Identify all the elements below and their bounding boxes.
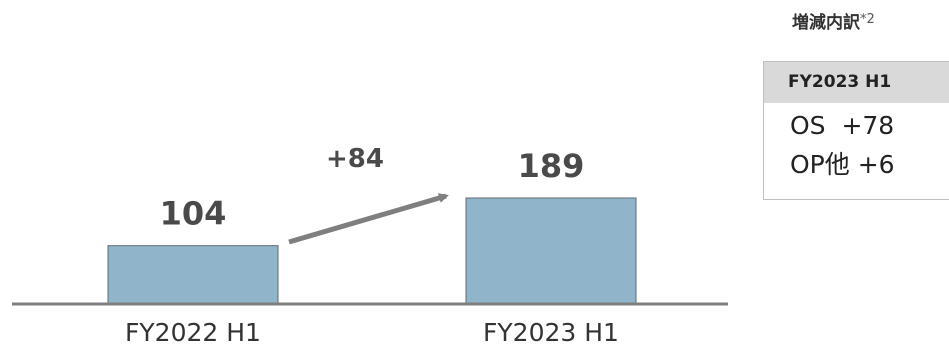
change-arrow (288, 193, 449, 245)
bars-layer: 104 FY2022 H1 189 FY2023 H1 (107, 147, 637, 347)
breakdown-row-op-other: OP他 +6 (764, 142, 949, 187)
breakdown-row-os: OS +78 (764, 103, 949, 148)
bar-value-label: 104 (160, 195, 227, 233)
breakdown-row-label: OP他 (790, 150, 850, 179)
breakdown-title: 増減内訳*2 (792, 8, 875, 33)
category-label: FY2022 H1 (125, 318, 261, 347)
bar-fy2022-h1 (107, 245, 279, 305)
bar-value-label: 189 (518, 147, 585, 185)
bar-fy2023-h1 (465, 197, 637, 305)
footnote-mark: *2 (860, 12, 875, 27)
breakdown-title-text: 増減内訳 (792, 13, 860, 33)
change-label: +84 (326, 144, 384, 174)
breakdown-row-label: OS (790, 111, 826, 140)
breakdown-period-header: FY2023 H1 (764, 62, 949, 103)
breakdown-row-value: +6 (857, 150, 895, 179)
breakdown-table: FY2023 H1 OS +78 OP他 +6 (763, 61, 949, 200)
breakdown-row-value: +78 (841, 111, 895, 140)
category-label: FY2023 H1 (483, 318, 619, 347)
